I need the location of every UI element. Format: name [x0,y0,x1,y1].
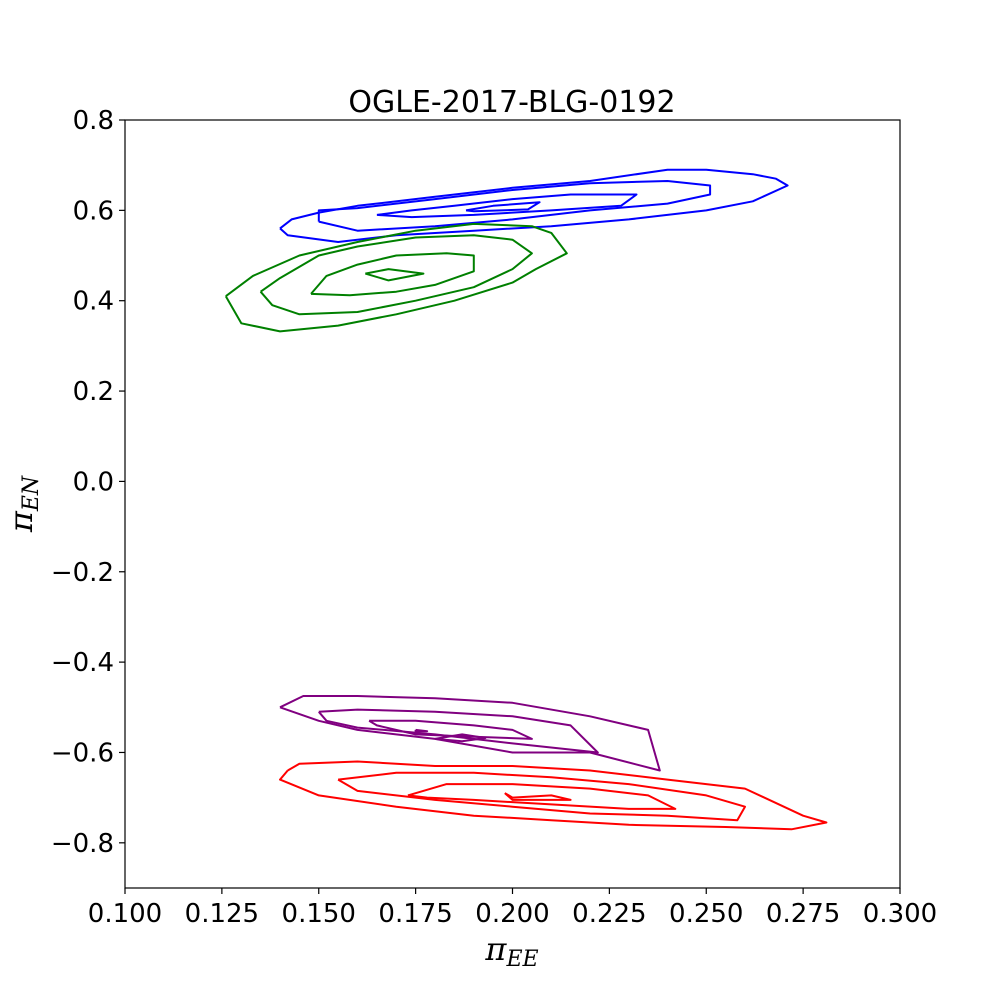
contour-series [224,222,568,333]
contour-line [504,792,572,801]
y-axis: −0.8 −0.6 −0.4 −0.2 0.0 0.2 0.4 0.6 0.8 [51,106,125,859]
x-tick-label: 0.250 [669,899,743,929]
y-axis-label: πEN [2,475,44,533]
x-tick-label: 0.100 [88,899,162,929]
x-tick-label: 0.300 [863,899,937,929]
contour-line [318,708,599,754]
contour-line [310,252,475,297]
y-tick-label: 0.0 [73,467,114,497]
contour-line [279,760,828,831]
contour-line [414,728,429,733]
y-tick-label: −0.2 [51,558,114,588]
x-tick-label: 0.200 [475,899,549,929]
chart-title: OGLE-2017-BLG-0192 [348,85,675,120]
contour-line [279,695,661,772]
x-axis-label: πEE [484,930,538,972]
y-tick-label: −0.8 [51,829,114,859]
contour-line [368,719,533,740]
x-axis-label-sub: EE [505,947,538,972]
y-tick-label: 0.8 [73,106,114,136]
contour-line [465,201,541,213]
contour-line [434,733,487,743]
x-tick-label: 0.150 [282,899,356,929]
contour-line [317,180,712,232]
y-tick-label: 0.4 [73,287,114,317]
y-axis-label-sub: EN [19,475,44,512]
x-axis-label-base: π [484,930,507,968]
contour-line [259,234,533,316]
contour-line [224,222,568,333]
contour-series [279,760,828,831]
contour-line [279,168,789,243]
y-tick-label: −0.4 [51,648,114,678]
x-tick-label: 0.125 [185,899,259,929]
x-tick-label: 0.175 [378,899,452,929]
contour-line [407,783,677,810]
plot-frame [124,119,901,889]
x-tick-label: 0.275 [766,899,840,929]
contour-layer [224,168,828,831]
x-tick-label: 0.225 [572,899,646,929]
contour-series [279,168,789,243]
y-tick-label: 0.6 [73,196,114,226]
contour-series [279,695,661,772]
contour-line [337,771,746,822]
y-axis-label-base: π [2,510,40,533]
contour-line [376,193,638,219]
y-tick-label: 0.2 [73,377,114,407]
contour-line [365,268,425,282]
y-tick-label: −0.6 [51,738,114,768]
x-axis: 0.100 0.125 0.150 0.175 0.200 0.225 0.250 0.275… [88,888,937,929]
